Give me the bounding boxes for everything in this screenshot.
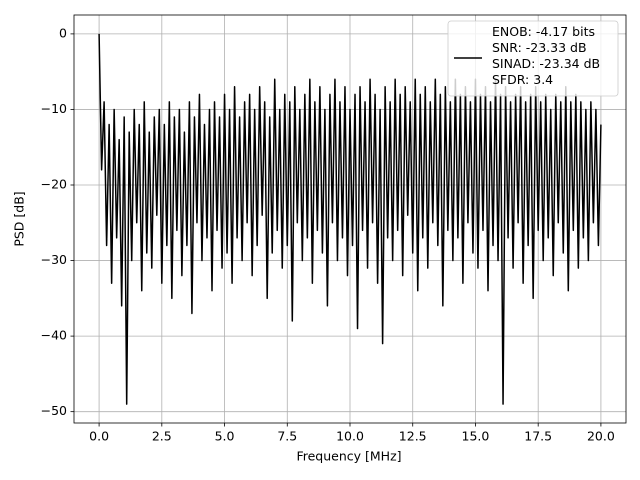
- x-tick-label: 2.5: [152, 429, 172, 444]
- y-tick-label: −50: [41, 403, 67, 418]
- plot-frame: [73, 14, 627, 424]
- y-tick-label: −20: [41, 177, 67, 192]
- y-tick-label: −10: [41, 101, 67, 116]
- y-tick-label: 0: [59, 25, 67, 40]
- x-tick-label: 15.0: [462, 429, 490, 444]
- x-tick-label: 20.0: [587, 429, 615, 444]
- x-axis-label: Frequency [MHz]: [296, 449, 401, 464]
- x-tick-label: 5.0: [215, 429, 235, 444]
- x-tick-label: 0.0: [89, 429, 109, 444]
- x-tick-label: 12.5: [399, 429, 427, 444]
- x-tick-label: 7.5: [277, 429, 297, 444]
- y-tick-label: −40: [41, 328, 67, 343]
- legend-box: [447, 20, 619, 97]
- y-axis-label: PSD [dB]: [12, 191, 27, 246]
- x-tick-label: 17.5: [524, 429, 552, 444]
- data-line: [98, 33, 602, 405]
- legend-label: ENOB: -4.17 bits SNR: -23.33 dB SINAD: -…: [492, 24, 601, 87]
- y-tick-label: −30: [41, 252, 67, 267]
- x-tick-label: 10.0: [336, 429, 364, 444]
